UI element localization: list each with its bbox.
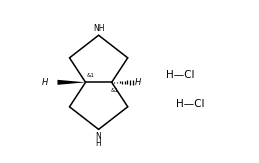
Text: H—Cl: H—Cl <box>166 70 194 80</box>
Text: H: H <box>42 78 48 87</box>
Text: H: H <box>96 139 102 148</box>
Polygon shape <box>57 80 85 85</box>
Text: N: N <box>96 132 102 141</box>
Text: H—Cl: H—Cl <box>176 99 204 109</box>
Text: H: H <box>135 78 141 87</box>
Text: NH: NH <box>93 24 104 33</box>
Text: &1: &1 <box>111 88 119 93</box>
Text: &1: &1 <box>87 73 95 78</box>
